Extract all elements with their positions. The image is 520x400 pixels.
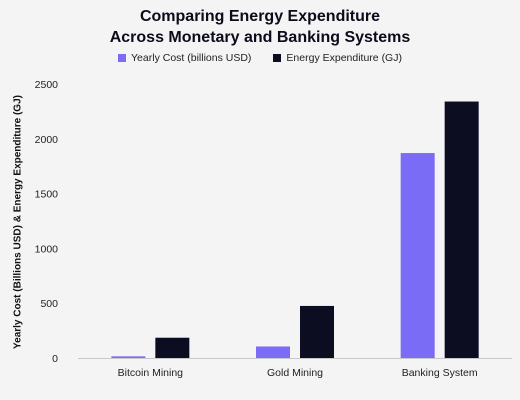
y-tick-label: 2500 bbox=[35, 79, 59, 91]
bar-energy bbox=[444, 101, 479, 358]
chart-title: Comparing Energy Expenditure bbox=[139, 8, 381, 25]
legend-item-energy: Energy Expenditure (GJ) bbox=[273, 52, 402, 64]
x-tick-label: Bitcoin Mining bbox=[118, 367, 184, 379]
legend: Yearly Cost (billions USD) Energy Expend… bbox=[0, 52, 520, 64]
legend-label-energy: Energy Expenditure (GJ) bbox=[286, 52, 402, 64]
bar-energy bbox=[155, 337, 190, 358]
x-tick-label: Banking System bbox=[402, 367, 478, 379]
y-tick-label: 2000 bbox=[35, 134, 59, 146]
y-tick-label: 0 bbox=[52, 353, 58, 365]
chart-subtitle: Across Monetary and Banking Systems bbox=[109, 29, 411, 46]
legend-label-cost: Yearly Cost (billions USD) bbox=[131, 52, 252, 64]
legend-swatch-energy bbox=[273, 54, 282, 62]
bar-cost bbox=[256, 346, 290, 358]
bar-energy bbox=[300, 305, 334, 358]
y-tick-label: 1000 bbox=[35, 243, 59, 255]
y-tick-label: 1500 bbox=[35, 189, 59, 201]
legend-swatch-cost bbox=[118, 54, 127, 62]
x-tick-label: Gold Mining bbox=[267, 367, 323, 379]
legend-item-cost: Yearly Cost (billions USD) bbox=[118, 52, 251, 64]
y-tick-label: 500 bbox=[40, 298, 58, 310]
bar-cost bbox=[400, 153, 435, 358]
bar-cost bbox=[111, 356, 146, 358]
